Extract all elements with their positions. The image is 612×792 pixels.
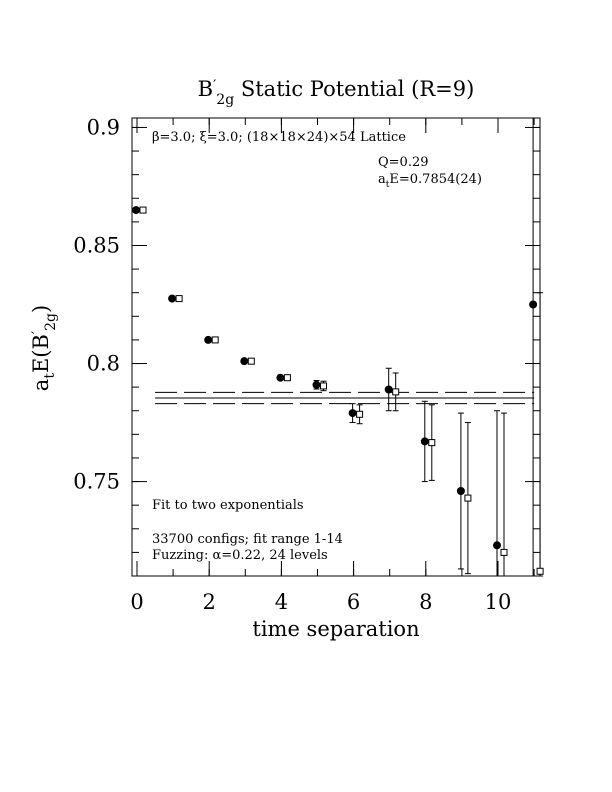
data-point-square	[211, 336, 219, 344]
data-point-circle	[493, 541, 501, 550]
data-point-square	[392, 388, 400, 396]
data-points	[132, 117, 544, 577]
y-tick-label: 0.75	[73, 470, 120, 494]
ylabel-2g: 2g	[43, 313, 59, 331]
x-axis-title: time separation	[252, 617, 419, 641]
data-point-circle	[420, 437, 429, 446]
y-axis-title: atE(B′2g)	[29, 305, 59, 391]
data-point-circle	[168, 294, 177, 303]
title-b: B	[198, 77, 213, 101]
lattice-label: β=3.0; ξ=3.0; (18×18×24)×54 Lattice	[152, 130, 406, 145]
fuzzing-label: Fuzzing: α=0.22, 24 levels	[152, 548, 328, 563]
ate-label: atE=0.7854(24)	[378, 172, 482, 190]
data-point-square	[428, 439, 436, 447]
chart-title: B′2g Static Potential (R=9)	[198, 77, 475, 108]
x-tick-labels: 0 2 4 6 8 10	[130, 590, 511, 614]
y-tick-labels: 0.75 0.8 0.85 0.9	[73, 115, 120, 493]
major-ticks	[132, 118, 540, 576]
y-tick-label: 0.9	[87, 115, 120, 139]
x-tick-label: 10	[485, 590, 512, 614]
data-point-square	[464, 494, 472, 502]
data-point-square	[175, 295, 183, 303]
data-point-circle	[312, 380, 321, 389]
fit-label: Fit to two exponentials	[152, 498, 304, 513]
data-point-circle	[240, 357, 249, 366]
x-tick-label: 4	[275, 590, 288, 614]
data-point-circle	[348, 409, 357, 418]
ate-a: a	[378, 172, 386, 187]
data-point-square	[536, 567, 544, 575]
data-point-square	[320, 382, 327, 390]
data-point-circle	[132, 206, 140, 215]
fit-band	[155, 391, 535, 405]
x-tick-label: 6	[347, 590, 360, 614]
data-point-circle	[204, 335, 213, 344]
title-sub: 2g	[216, 92, 234, 108]
x-tick-label: 8	[419, 590, 432, 614]
title-rest: Static Potential (R=9)	[234, 77, 474, 101]
ate-rest: E=0.7854(24)	[389, 172, 482, 187]
x-tick-label: 0	[130, 590, 143, 614]
ylabel-prime: ′	[30, 331, 46, 334]
data-point-circle	[384, 385, 393, 394]
y-tick-label: 0.8	[87, 352, 120, 376]
ylabel-mid: E(B	[29, 334, 53, 373]
q-label: Q=0.29	[378, 155, 429, 170]
x-tick-label: 2	[203, 590, 216, 614]
configs-label: 33700 configs; fit range 1-14	[152, 532, 343, 547]
data-point-square	[283, 374, 291, 382]
y-tick-label: 0.85	[73, 233, 120, 257]
ylabel-t: t	[42, 373, 58, 379]
data-point-circle	[456, 487, 465, 496]
title-prime: ′	[213, 78, 216, 94]
data-point-circle	[529, 300, 538, 309]
data-point-square	[139, 206, 147, 214]
ate-t: t	[386, 180, 390, 190]
data-point-square	[500, 548, 508, 556]
ylabel-a: a	[29, 379, 53, 392]
data-point-circle	[276, 373, 285, 382]
data-point-square	[356, 410, 364, 418]
ylabel-close: )	[29, 305, 53, 313]
data-point-square	[247, 357, 255, 365]
